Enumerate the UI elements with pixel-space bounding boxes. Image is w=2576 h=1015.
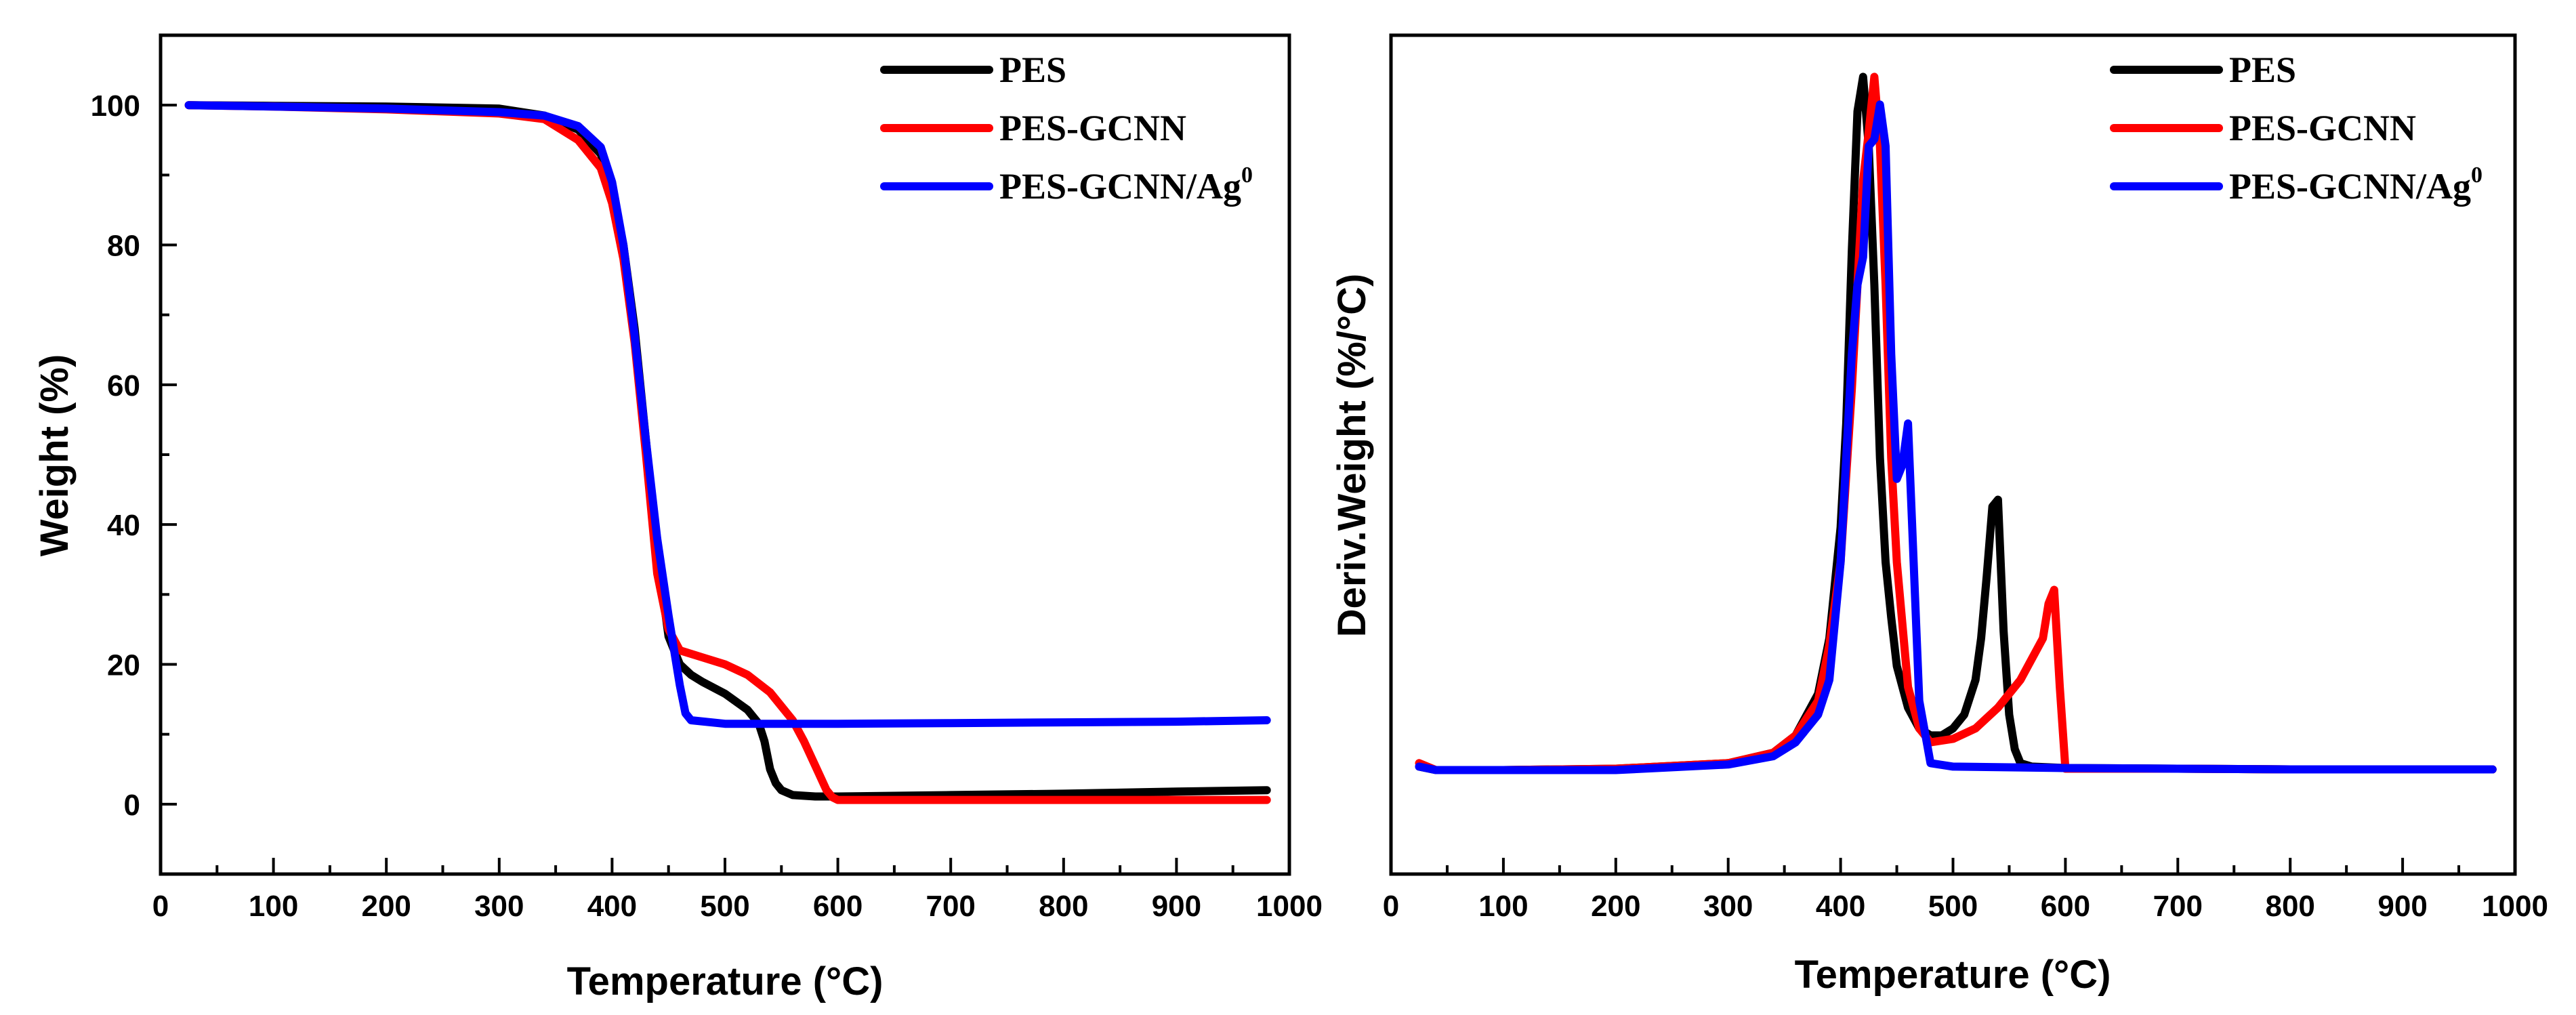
weight-y-tick-label: 20 xyxy=(107,649,140,682)
weight-chart-ticks: 0 100 200 300 400 500 600 700 800 900 100002040608… xyxy=(91,34,1323,923)
weight-x-tick-label: 800 xyxy=(1039,890,1088,923)
deriv-weight-x-tick-label: 800 xyxy=(2265,890,2314,923)
weight-y-tick-label: 60 xyxy=(107,369,140,402)
deriv-weight-series-pes-gcnn-ag-0 xyxy=(1415,100,2497,774)
deriv-weight-chart-frame xyxy=(1389,33,2517,876)
weight-legend-label-pes: PES xyxy=(999,49,1066,90)
deriv-weight-x-tick-label: 600 xyxy=(2041,890,2090,923)
weight-chart-frame xyxy=(159,33,1291,876)
weight-x-tick-label: 0 xyxy=(152,890,169,923)
deriv-weight-x-tick-label: 900 xyxy=(2377,890,2427,923)
weight-x-tick-label: 700 xyxy=(926,890,975,923)
weight-chart-series xyxy=(184,101,1271,804)
deriv-weight-chart-y-axis-title: Deriv.Weight (%/°C) xyxy=(1330,274,1374,638)
weight-x-tick-label: 300 xyxy=(474,890,524,923)
deriv-weight-x-tick-label: 700 xyxy=(2153,890,2203,923)
weight-chart-legend: PES PES-GCNN PES-GCNN/Ag0 xyxy=(880,49,1253,207)
deriv-weight-chart-x-axis-title: Temperature (°C) xyxy=(1795,953,2111,997)
weight-y-tick-label: 100 xyxy=(91,89,140,123)
weight-chart: 0 100 200 300 400 500 600 700 800 900 100002040608… xyxy=(33,33,1323,1003)
deriv-weight-x-tick-label: 100 xyxy=(1478,890,1528,923)
weight-x-tick-label: 900 xyxy=(1152,890,1201,923)
weight-x-tick-label: 500 xyxy=(700,890,749,923)
deriv-weight-chart-legend: PES PES-GCNN PES-GCNN/Ag0 xyxy=(2110,49,2482,207)
weight-series-pes-gcnn-ag-0 xyxy=(184,101,1271,728)
weight-legend-label-pes-gcnn: PES-GCNN xyxy=(999,108,1186,148)
deriv-weight-x-tick-label: 0 xyxy=(1383,890,1399,923)
deriv-weight-legend-label-pes-gcnn: PES-GCNN xyxy=(2229,108,2416,148)
weight-y-tick-label: 80 xyxy=(107,230,140,263)
weight-x-tick-label: 1000 xyxy=(1256,890,1323,923)
deriv-weight-x-tick-label: 500 xyxy=(1928,890,1978,923)
deriv-weight-series-pes-gcnn xyxy=(1415,72,2497,774)
weight-series-pes xyxy=(184,101,1271,801)
weight-series-pes-gcnn xyxy=(184,101,1271,804)
deriv-weight-legend-label-pes-gcnn-ag-0: PES-GCNN/Ag0 xyxy=(2229,163,2482,207)
deriv-weight-x-tick-label: 300 xyxy=(1703,890,1753,923)
deriv-weight-x-tick-label: 200 xyxy=(1591,890,1640,923)
weight-x-tick-label: 600 xyxy=(813,890,863,923)
weight-legend-superscript: 0 xyxy=(1241,163,1253,188)
deriv-weight-x-tick-label: 1000 xyxy=(2482,890,2548,923)
deriv-weight-legend-label-pes: PES xyxy=(2229,49,2296,90)
deriv-weight-chart-ticks: 0 100 200 300 400 500 600 700 800 900 1000 xyxy=(1383,858,2548,923)
weight-x-tick-label: 100 xyxy=(249,890,298,923)
weight-y-tick-label: 40 xyxy=(107,509,140,542)
deriv-weight-x-tick-label: 400 xyxy=(1816,890,1865,923)
weight-y-tick-label: 0 xyxy=(124,789,140,822)
weight-x-tick-label: 400 xyxy=(587,890,637,923)
deriv-weight-legend-superscript: 0 xyxy=(2471,163,2482,188)
deriv-weight-chart-series xyxy=(1415,72,2497,774)
weight-x-tick-label: 200 xyxy=(361,890,411,923)
deriv-weight-chart: 0 100 200 300 400 500 600 700 800 900 1000 PES PES-… xyxy=(1330,33,2548,997)
weight-chart-y-axis-title: Weight (%) xyxy=(33,354,77,557)
weight-legend-label-pes-gcnn-ag-0: PES-GCNN/Ag0 xyxy=(999,163,1253,207)
weight-chart-x-axis-title: Temperature (°C) xyxy=(567,959,884,1003)
